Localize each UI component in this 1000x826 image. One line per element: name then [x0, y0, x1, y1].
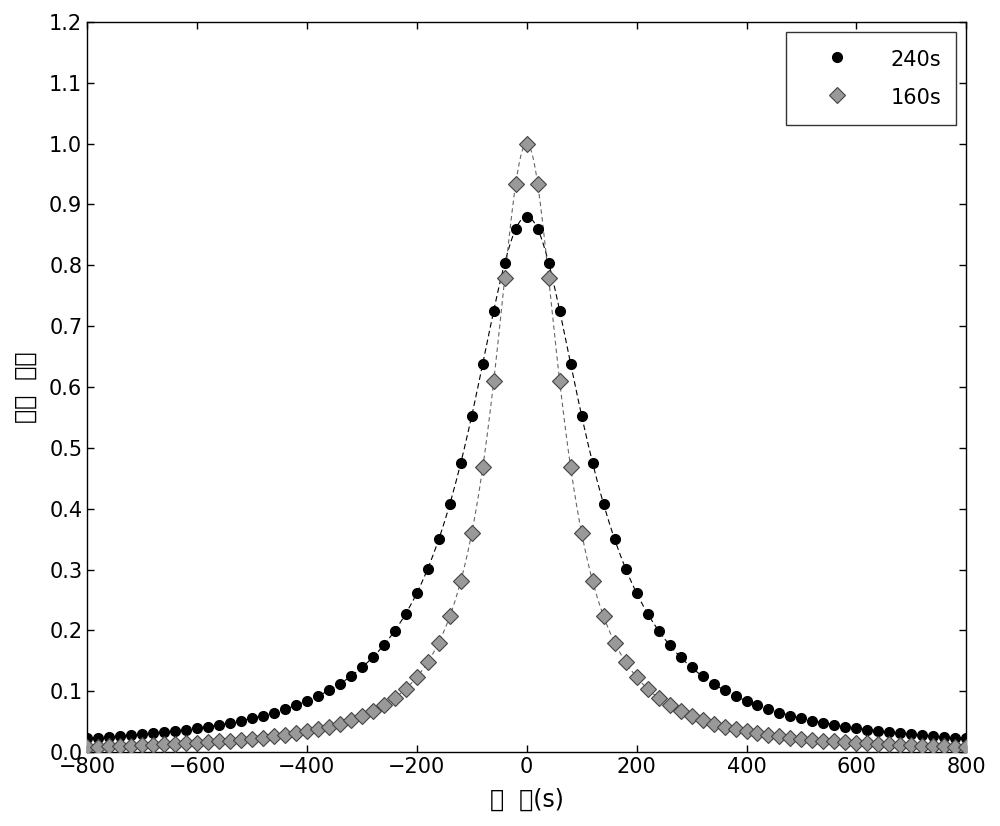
160s [960, 742, 972, 752]
240s [81, 733, 93, 743]
Y-axis label: 相对  强度: 相对 强度 [14, 351, 38, 423]
240s [806, 715, 818, 725]
Line: 240s: 240s [82, 211, 971, 743]
160s [576, 528, 588, 538]
160s [806, 735, 818, 745]
160s [81, 742, 93, 752]
240s [960, 733, 972, 743]
160s [741, 727, 753, 737]
240s [576, 411, 588, 420]
160s [850, 738, 862, 748]
240s [850, 724, 862, 733]
240s [741, 696, 753, 706]
160s [883, 739, 895, 749]
160s [521, 139, 533, 149]
160s [642, 684, 654, 694]
240s [642, 609, 654, 619]
Line: 160s: 160s [82, 138, 972, 752]
240s [521, 211, 533, 221]
Legend: 240s, 160s: 240s, 160s [786, 32, 956, 125]
X-axis label: 角  度(s): 角 度(s) [490, 788, 564, 812]
240s [883, 727, 895, 737]
